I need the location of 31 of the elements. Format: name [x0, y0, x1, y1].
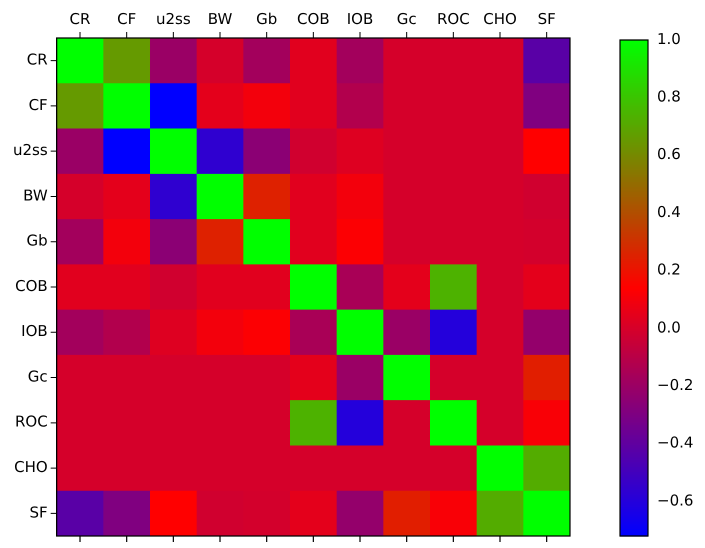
- y-tick-label: CF: [28, 96, 48, 114]
- y-tick-label: CHO: [14, 458, 48, 476]
- color-bar-label: 0.4: [657, 202, 681, 221]
- y-tick-label: ROC: [14, 412, 48, 431]
- x-tick-label: u2ss: [156, 10, 191, 28]
- y-tick-label: COB: [15, 276, 48, 295]
- x-tick-label: ROC: [436, 10, 470, 28]
- x-tick-label: Gb: [256, 10, 278, 28]
- x-tick-label: IOB: [346, 10, 374, 28]
- color-bar-label: 1.0: [657, 30, 681, 48]
- color-bar-label: −0.6: [657, 491, 694, 510]
- color-bar-label: 0.0: [657, 318, 681, 336]
- y-tick-label: BW: [23, 186, 48, 204]
- color-bar-label: −0.4: [657, 434, 694, 452]
- y-tick-label: CR: [26, 50, 48, 69]
- y-tick-label: Gb: [26, 232, 48, 250]
- color-bar-label: 0.8: [657, 88, 681, 106]
- y-tick-label: Gc: [28, 367, 48, 386]
- x-tick-label: CF: [117, 10, 136, 28]
- y-tick-label: u2ss: [12, 141, 48, 160]
- x-tick-label: BW: [208, 10, 232, 28]
- y-tick-label: SF: [30, 503, 48, 522]
- y-tick-label: IOB: [21, 322, 48, 340]
- x-tick-label: COB: [297, 10, 330, 28]
- x-tick-label: CR: [70, 10, 90, 28]
- x-tick-label: CHO: [483, 10, 517, 28]
- color-bar-label: 0.2: [657, 260, 681, 279]
- color-bar-label: 0.6: [657, 145, 681, 164]
- color-bar-label: −0.2: [657, 376, 694, 394]
- x-tick-label: Gc: [396, 10, 417, 28]
- x-tick-label: SF: [538, 10, 556, 28]
